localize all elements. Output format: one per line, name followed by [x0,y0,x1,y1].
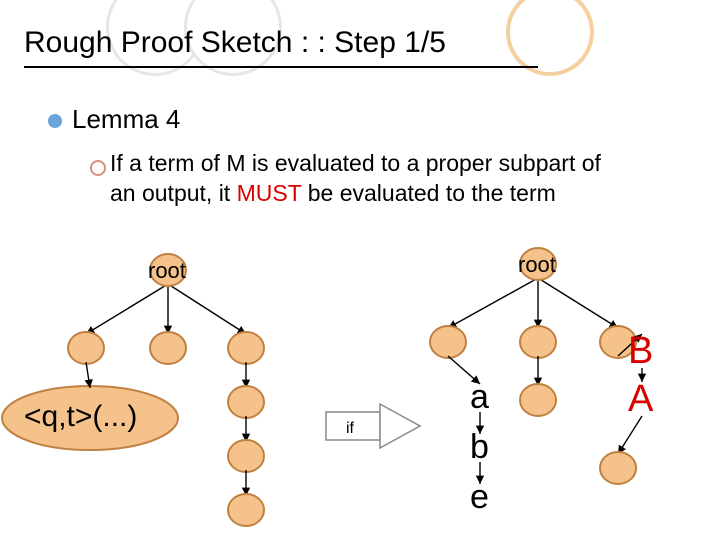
lemma-body-line1: If a term of M is evaluated to a proper … [110,150,601,177]
b-label: b [470,428,489,467]
B-label: B [628,330,653,373]
background-circle [506,0,594,76]
a-label: a [470,378,489,417]
slide-title: Rough Proof Sketch : : Step 1/5 [24,26,446,60]
if-label: if [346,420,354,438]
title-underline [24,66,538,68]
line2-must: MUST [237,180,302,206]
line2-part-a: an output, it [110,180,237,206]
root-label-left: root [148,258,186,284]
bullet-dot [48,114,62,128]
root-label-right: root [518,252,556,278]
diagram-svg [0,0,720,540]
A-label: A [628,378,653,421]
line2-part-c: be evaluated to the term [301,180,555,206]
sub-bullet-ring [90,160,106,176]
lemma-body-line2: an output, it MUST be evaluated to the t… [110,180,556,207]
e-label: e [470,478,489,517]
qt-label: <q,t>(...) [24,400,137,434]
lemma-heading: Lemma 4 [72,104,180,135]
